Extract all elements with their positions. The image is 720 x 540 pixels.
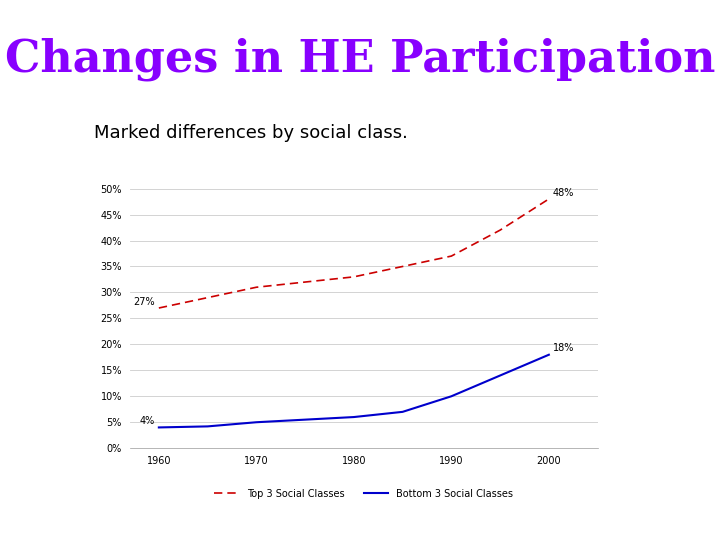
Text: 18%: 18% bbox=[553, 343, 575, 353]
Bottom 3 Social Classes bbox=[398, 409, 407, 415]
Bottom 3 Social Classes bbox=[203, 423, 212, 430]
Legend: Top 3 Social Classes, Bottom 3 Social Classes: Top 3 Social Classes, Bottom 3 Social Cl… bbox=[210, 485, 517, 503]
Top 3 Social Classes bbox=[203, 294, 212, 301]
Text: 48%: 48% bbox=[553, 187, 575, 198]
Text: Marked differences by social class.: Marked differences by social class. bbox=[94, 124, 408, 142]
Bottom 3 Social Classes bbox=[301, 416, 310, 423]
Top 3 Social Classes bbox=[544, 195, 553, 202]
Text: Changes in HE Participation: Changes in HE Participation bbox=[5, 38, 715, 82]
Bottom 3 Social Classes bbox=[252, 419, 261, 426]
Top 3 Social Classes bbox=[252, 284, 261, 291]
Bottom 3 Social Classes bbox=[155, 424, 163, 431]
Line: Bottom 3 Social Classes: Bottom 3 Social Classes bbox=[159, 355, 549, 428]
Top 3 Social Classes bbox=[398, 263, 407, 269]
Top 3 Social Classes bbox=[496, 227, 505, 233]
Bottom 3 Social Classes bbox=[349, 414, 358, 420]
Top 3 Social Classes bbox=[301, 279, 310, 285]
Bottom 3 Social Classes bbox=[447, 393, 456, 400]
Top 3 Social Classes bbox=[447, 253, 456, 259]
Bottom 3 Social Classes bbox=[544, 352, 553, 358]
Text: 4%: 4% bbox=[140, 416, 155, 426]
Bottom 3 Social Classes bbox=[496, 372, 505, 379]
Top 3 Social Classes bbox=[155, 305, 163, 311]
Text: 27%: 27% bbox=[133, 296, 155, 307]
Line: Top 3 Social Classes: Top 3 Social Classes bbox=[159, 199, 549, 308]
Top 3 Social Classes bbox=[349, 274, 358, 280]
